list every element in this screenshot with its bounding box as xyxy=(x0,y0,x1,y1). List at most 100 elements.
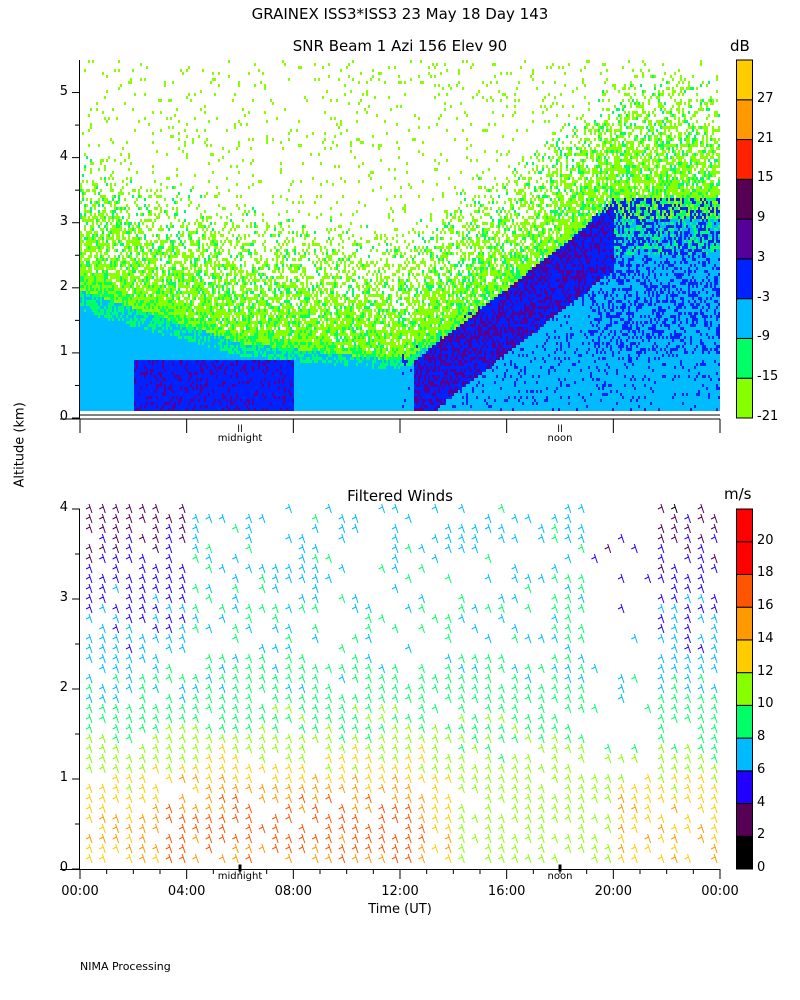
snr-cell xyxy=(138,258,140,261)
snr-cell xyxy=(246,225,248,228)
snr-cell xyxy=(134,306,136,309)
snr-cell xyxy=(194,93,196,96)
snr-cell xyxy=(118,69,120,72)
snr-cell xyxy=(88,264,90,267)
snr-cell xyxy=(248,396,250,399)
snr-cell xyxy=(146,297,148,300)
snr-cell xyxy=(220,396,222,399)
snr-cell xyxy=(228,273,230,276)
snr-cell xyxy=(156,285,158,288)
snr-cell xyxy=(96,393,98,396)
snr-cell xyxy=(100,396,102,399)
snr-cell xyxy=(84,276,86,279)
snr-cell xyxy=(104,336,106,339)
snr-cell xyxy=(156,267,158,270)
snr-cell xyxy=(166,204,168,207)
snr-cell xyxy=(250,363,252,366)
snr-cell xyxy=(192,360,194,363)
snr-cell xyxy=(174,303,176,306)
snr-cell xyxy=(88,282,90,285)
snr-cell xyxy=(236,333,238,336)
snr-cell xyxy=(94,183,96,186)
snr-cell xyxy=(174,309,176,312)
snr-cell xyxy=(112,333,114,336)
snr-cell xyxy=(144,303,146,306)
snr-cell xyxy=(152,324,154,327)
snr-cell xyxy=(168,372,170,375)
snr-cell xyxy=(160,285,162,288)
snr-cell xyxy=(88,372,90,375)
snr-cell xyxy=(130,330,132,333)
snr-cell xyxy=(128,324,130,327)
snr-cell xyxy=(138,189,140,192)
snr-cell xyxy=(82,342,84,345)
snr-cell xyxy=(178,354,180,357)
snr-cell xyxy=(126,183,128,186)
snr-cell xyxy=(190,201,192,204)
snr-cell xyxy=(156,366,158,369)
snr-cell xyxy=(204,369,206,372)
snr-cell xyxy=(150,318,152,321)
snr-cell xyxy=(202,243,204,246)
snr-cell xyxy=(96,183,98,186)
snr-cell xyxy=(182,378,184,381)
snr-cell xyxy=(134,303,136,306)
snr-cell xyxy=(96,303,98,306)
snr-cell xyxy=(142,294,144,297)
snr-cell xyxy=(170,342,172,345)
snr-cell xyxy=(248,321,250,324)
snr-cell xyxy=(108,333,110,336)
snr-cell xyxy=(220,351,222,354)
snr-cell xyxy=(108,273,110,276)
snr-cell xyxy=(122,216,124,219)
snr-cell xyxy=(176,291,178,294)
snr-cell xyxy=(118,336,120,339)
snr-cell xyxy=(246,321,248,324)
snr-cell xyxy=(202,324,204,327)
snr-cell xyxy=(202,321,204,324)
snr-cell xyxy=(82,390,84,393)
snr-cell xyxy=(138,369,140,372)
snr-cell xyxy=(128,222,130,225)
snr-cell xyxy=(156,384,158,387)
snr-cell xyxy=(98,204,100,207)
snr-cell xyxy=(186,366,188,369)
snr-cell xyxy=(176,168,178,171)
snr-cell xyxy=(144,369,146,372)
snr-cell xyxy=(228,309,230,312)
snr-cell xyxy=(180,393,182,396)
snr-cell xyxy=(84,372,86,375)
snr-cell xyxy=(96,201,98,204)
snr-cell xyxy=(84,165,86,168)
snr-cell xyxy=(98,210,100,213)
snr-cell xyxy=(240,252,242,255)
snr-cell xyxy=(102,264,104,267)
snr-cell xyxy=(156,339,158,342)
snr-cell xyxy=(184,273,186,276)
snr-cell xyxy=(108,243,110,246)
snr-cell xyxy=(104,312,106,315)
snr-cell xyxy=(102,195,104,198)
snr-cell xyxy=(112,306,114,309)
snr-cell xyxy=(232,291,234,294)
snr-cell xyxy=(244,366,246,369)
snr-cell xyxy=(82,174,84,177)
snr-cell xyxy=(110,288,112,291)
snr-cell xyxy=(240,300,242,303)
snr-cell xyxy=(184,261,186,264)
snr-cell xyxy=(88,357,90,360)
snr-cell xyxy=(234,387,236,390)
snr-cell xyxy=(202,216,204,219)
snr-cell xyxy=(196,309,198,312)
snr-cell xyxy=(168,261,170,264)
snr-cell xyxy=(172,408,174,411)
snr-cell xyxy=(104,369,106,372)
snr-cell xyxy=(120,84,122,87)
snr-cell xyxy=(210,381,212,384)
snr-cell xyxy=(112,195,114,198)
snr-cell xyxy=(236,387,238,390)
snr-cell xyxy=(88,243,90,246)
snr-cell xyxy=(86,270,88,273)
snr-cell xyxy=(176,396,178,399)
snr-cell xyxy=(232,339,234,342)
